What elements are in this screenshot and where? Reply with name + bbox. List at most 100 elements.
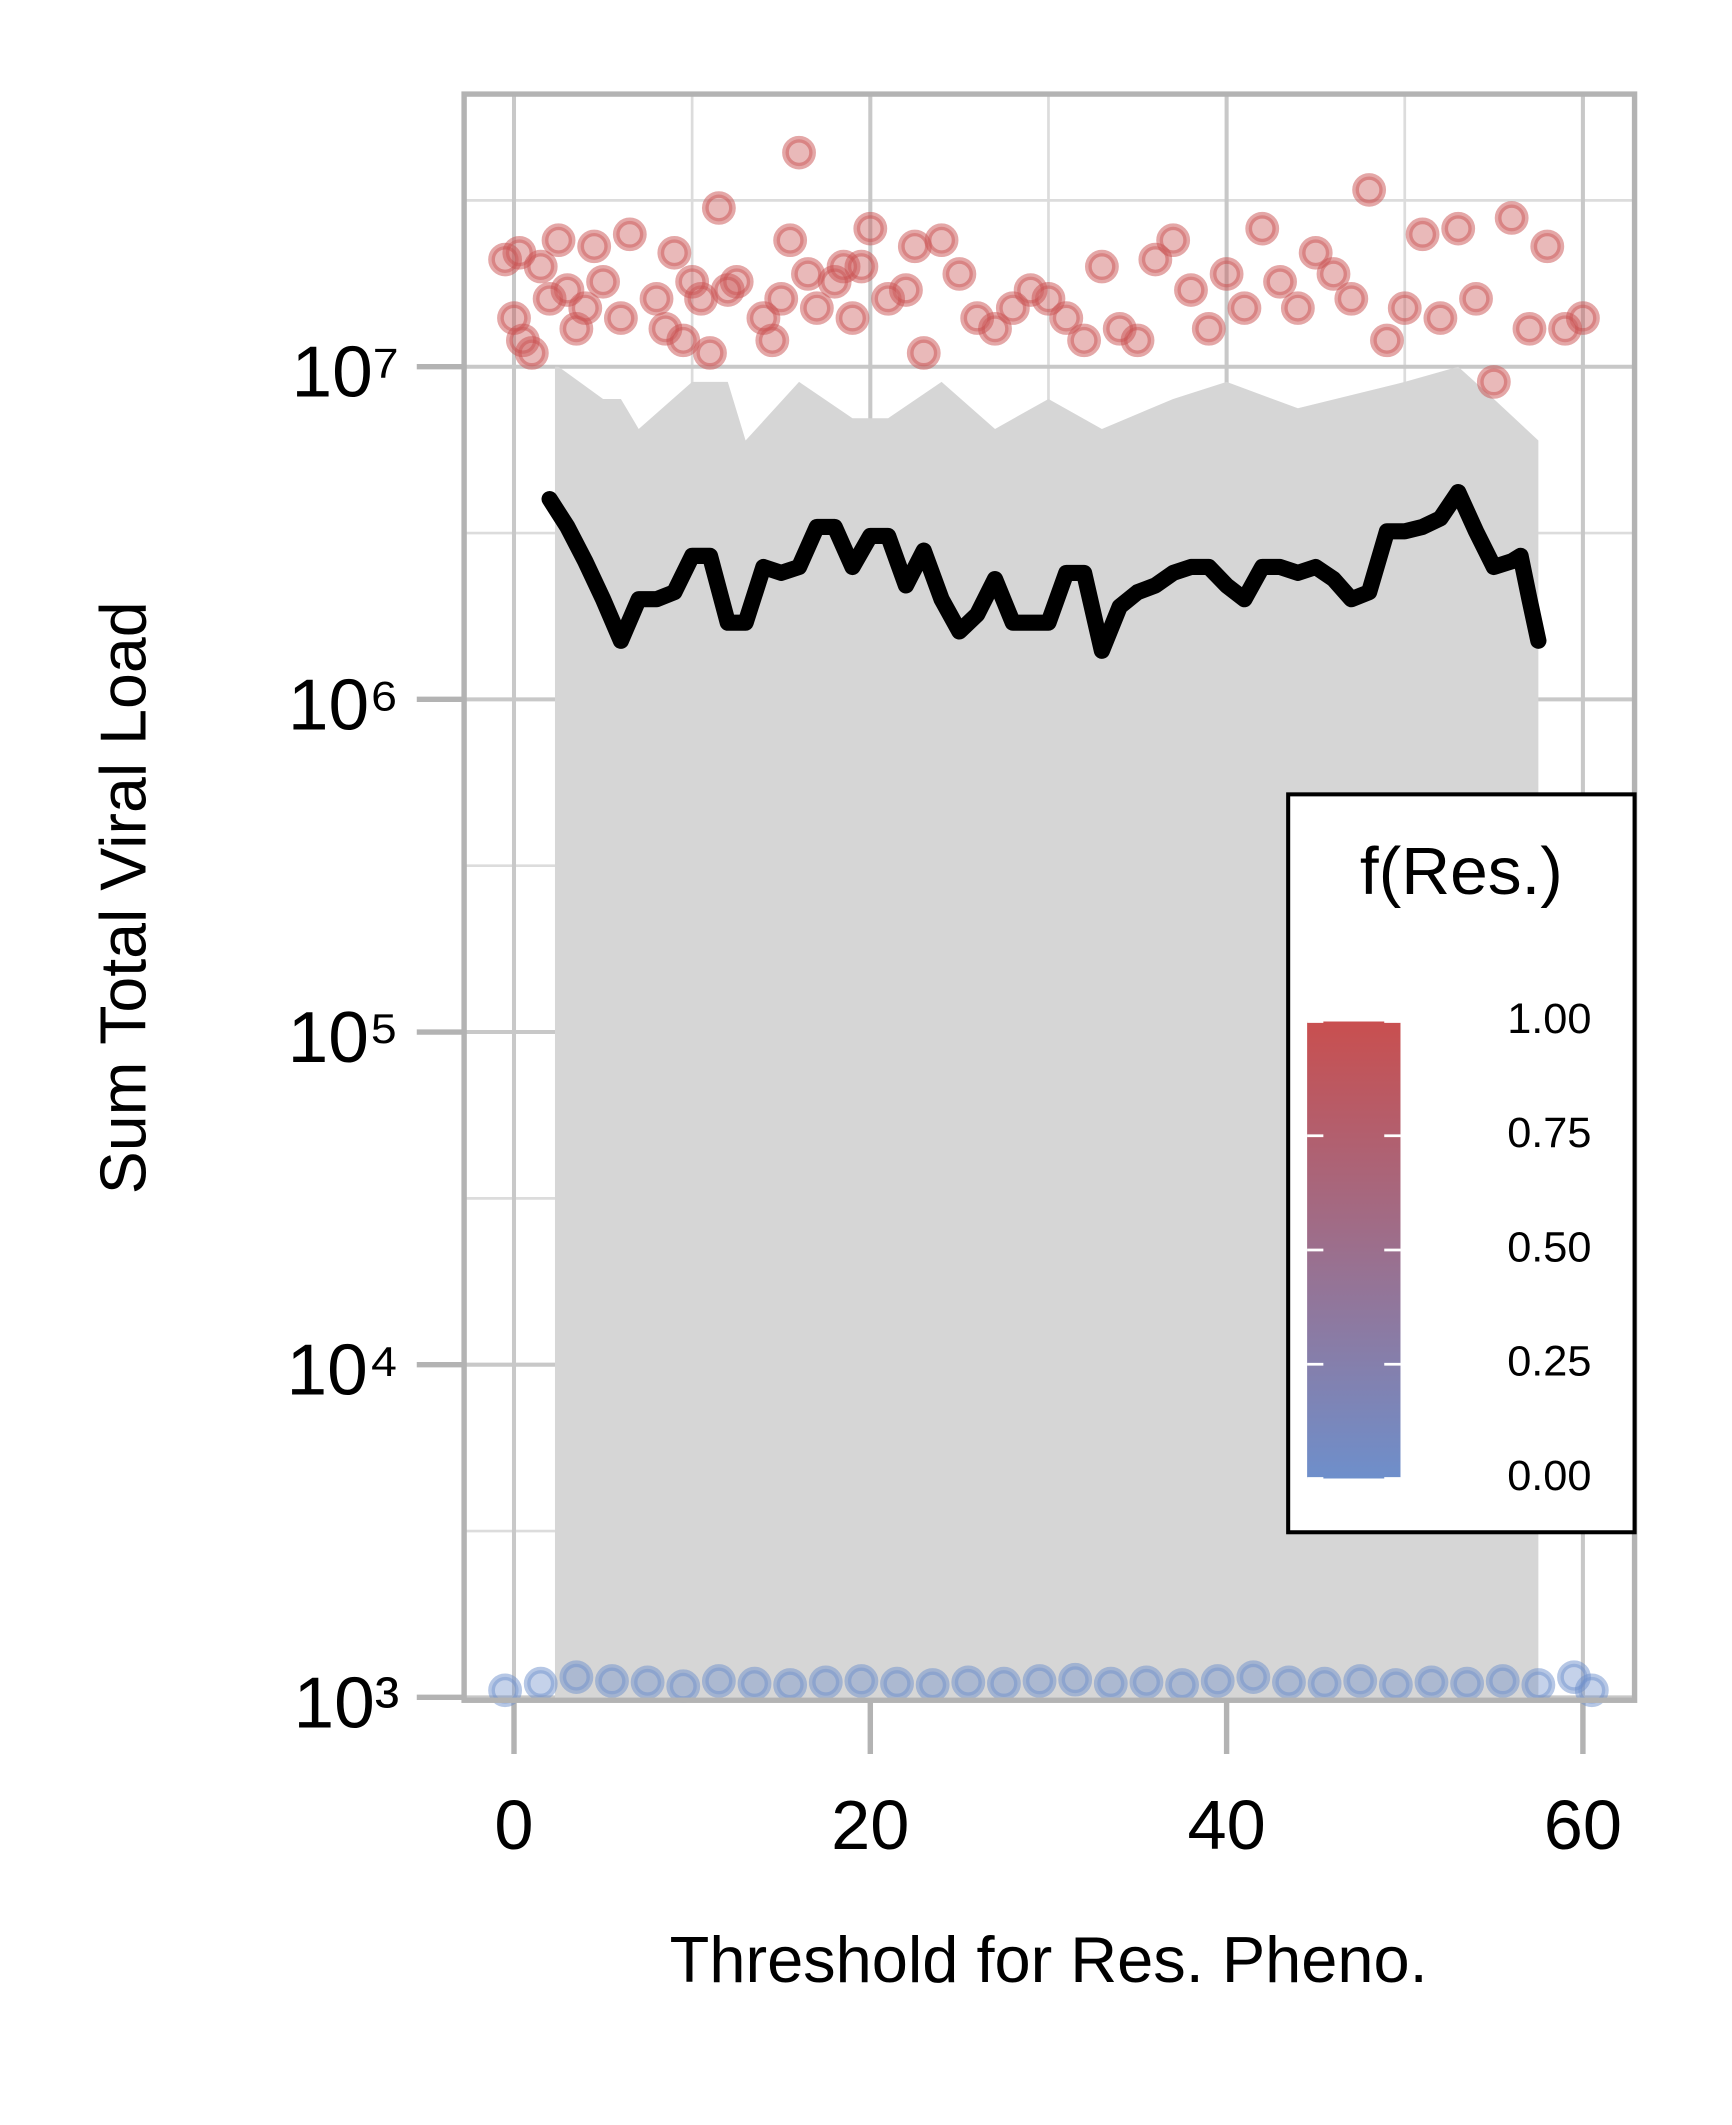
colorbar-tick-label: 0.00: [1507, 1452, 1591, 1500]
point: [951, 1665, 986, 1700]
point: [1521, 1668, 1556, 1702]
y-tick-label: 10⁴: [287, 1330, 400, 1411]
point: [880, 1666, 914, 1701]
point: [835, 301, 870, 335]
point: [791, 257, 825, 291]
point: [1334, 282, 1369, 316]
point: [1174, 273, 1208, 307]
colorbar-tick-label: 0.50: [1507, 1223, 1591, 1271]
point: [666, 1669, 701, 1704]
point: [523, 249, 558, 284]
point: [577, 229, 612, 264]
point: [1316, 257, 1351, 291]
point: [693, 336, 727, 370]
point: [924, 223, 959, 258]
point: [639, 282, 674, 316]
y-axis-label: Sum Total Viral Load: [87, 601, 160, 1194]
point: [1565, 301, 1600, 335]
x-tick-label: 60: [1544, 1786, 1622, 1864]
x-axis-label: Threshold for Res. Pheno.: [670, 1923, 1428, 1996]
point: [1485, 1664, 1520, 1698]
y-tick-label: 10⁷: [291, 332, 399, 413]
point: [701, 1664, 736, 1698]
point: [1352, 173, 1387, 207]
point: [737, 1666, 772, 1701]
point: [1298, 236, 1333, 270]
point: [612, 217, 647, 252]
point: [773, 1668, 808, 1702]
point: [942, 257, 977, 291]
colorbar-tick-label: 0.75: [1507, 1109, 1591, 1157]
point: [1574, 1673, 1609, 1708]
point: [1494, 201, 1529, 235]
x-tick-label: 40: [1187, 1786, 1265, 1864]
point: [1058, 1662, 1093, 1697]
point: [897, 229, 932, 264]
point: [1049, 301, 1084, 335]
point: [764, 282, 799, 316]
point: [603, 301, 638, 335]
point: [568, 291, 603, 325]
point: [782, 135, 816, 170]
point: [719, 264, 754, 299]
point: [1343, 1664, 1378, 1698]
point: [1129, 1665, 1164, 1700]
point: [1120, 323, 1155, 358]
point: [1307, 1666, 1342, 1701]
point: [701, 191, 736, 225]
point: [773, 223, 808, 258]
point: [595, 1664, 629, 1698]
point: [1280, 291, 1315, 325]
y-tick-label: 10⁶: [288, 665, 399, 746]
point: [1209, 257, 1244, 291]
y-tick-label: 10³: [294, 1662, 400, 1743]
point: [559, 1660, 594, 1694]
point: [1022, 1664, 1057, 1698]
point: [1459, 282, 1493, 316]
colorbar-tick-label: 1.00: [1507, 995, 1591, 1043]
mean-line: [541, 483, 1547, 659]
point: [1441, 211, 1476, 246]
point: [666, 323, 701, 358]
point: [1414, 1665, 1449, 1700]
point: [889, 273, 923, 307]
point: [657, 236, 692, 270]
point: [523, 1666, 558, 1701]
point: [808, 1665, 843, 1700]
point: [1191, 312, 1226, 346]
y-tick-label: 10⁵: [288, 997, 400, 1078]
point: [1378, 1668, 1413, 1702]
point: [1370, 323, 1404, 358]
point: [1263, 264, 1297, 299]
point: [1530, 229, 1565, 264]
point: [853, 211, 888, 246]
point: [1476, 365, 1511, 399]
point: [1084, 249, 1119, 284]
point: [906, 336, 941, 370]
point: [1165, 1668, 1199, 1702]
point: [1067, 323, 1102, 358]
point: [514, 336, 549, 370]
x-tick-label: 0: [494, 1786, 533, 1864]
x-tick-label: 20: [831, 1786, 909, 1864]
point: [1227, 291, 1262, 325]
point: [1200, 1664, 1235, 1698]
point: [1272, 1665, 1306, 1700]
point: [799, 291, 834, 325]
point: [1423, 301, 1458, 335]
point: [755, 323, 790, 358]
point: [978, 312, 1012, 346]
point: [987, 1666, 1021, 1701]
point: [1387, 291, 1422, 325]
colorbar-tick-label: 0.25: [1507, 1338, 1591, 1386]
point: [1512, 312, 1547, 346]
point: [1093, 1666, 1128, 1701]
point: [1450, 1666, 1485, 1701]
point: [915, 1668, 950, 1702]
point: [844, 249, 879, 284]
point: [1245, 211, 1280, 246]
point: [488, 1673, 523, 1708]
point: [844, 1664, 879, 1698]
